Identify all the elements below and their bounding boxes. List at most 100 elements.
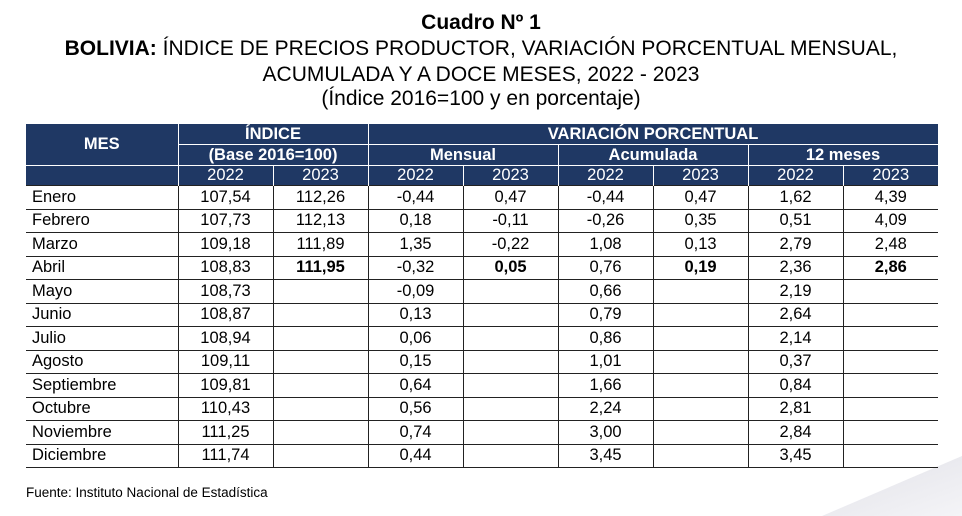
header-mensual: Mensual xyxy=(368,144,559,166)
table-row: Diciembre 111,74 0,44 3,45 3,45 xyxy=(26,444,939,468)
value-cell: 3,45 xyxy=(558,444,654,468)
value-cell xyxy=(273,303,369,327)
value-cell: 109,81 xyxy=(178,373,274,398)
header-variacion: VARIACIÓN PORCENTUAL xyxy=(368,124,939,145)
value-cell: 0,51 xyxy=(748,209,844,233)
value-cell: 108,83 xyxy=(178,256,274,280)
value-cell xyxy=(843,397,939,421)
table-number: Cuadro Nº 1 xyxy=(421,11,541,34)
value-cell xyxy=(463,326,559,351)
value-cell: 108,87 xyxy=(178,303,274,327)
table-row: Febrero 107,73 112,13 0,18 -0,11 -0,26 0,35 0,5… xyxy=(26,209,939,233)
value-cell: 107,73 xyxy=(178,209,274,233)
value-cell xyxy=(653,303,749,327)
value-cell xyxy=(653,444,749,468)
value-cell: 1,01 xyxy=(558,350,654,374)
value-cell: 2,81 xyxy=(748,397,844,421)
value-cell: 0,44 xyxy=(368,444,464,468)
value-cell: 0,66 xyxy=(558,279,654,304)
value-cell: 0,19 xyxy=(653,256,749,280)
header-doce-meses: 12 meses xyxy=(748,144,939,166)
header-acumulada: Acumulada xyxy=(558,144,749,166)
value-cell: 0,86 xyxy=(558,326,654,351)
header-year: 2022 xyxy=(748,165,844,186)
value-cell: 1,35 xyxy=(368,232,464,257)
value-cell xyxy=(463,420,559,445)
month-cell: Noviembre xyxy=(26,420,179,445)
value-cell xyxy=(463,397,559,421)
header-indice-base: (Base 2016=100) xyxy=(178,144,369,166)
value-cell: -0,44 xyxy=(558,185,654,210)
month-cell: Septiembre xyxy=(26,373,179,398)
value-cell: 107,54 xyxy=(178,185,274,210)
header-year: 2023 xyxy=(653,165,749,186)
table-row: Mayo 108,73 -0,09 0,66 2,19 xyxy=(26,279,939,304)
table-row: Abril 108,83 111,95 -0,32 0,05 0,76 0,19 2,36 2,… xyxy=(26,256,939,280)
value-cell xyxy=(273,326,369,351)
value-cell: 2,48 xyxy=(843,232,939,257)
value-cell: 111,95 xyxy=(273,256,369,280)
table-title-line-2: ACUMULADA Y A DOCE MESES, 2022 - 2023 xyxy=(262,63,700,86)
value-cell: 0,35 xyxy=(653,209,749,233)
value-cell xyxy=(843,373,939,398)
table-row: Octubre 110,43 0,56 2,24 2,81 xyxy=(26,397,939,421)
table-row: Enero 107,54 112,26 -0,44 0,47 -0,44 0,47 1,62 4… xyxy=(26,185,939,210)
table-row: Junio 108,87 0,13 0,79 2,64 xyxy=(26,303,939,327)
value-cell: 0,56 xyxy=(368,397,464,421)
value-cell: 0,15 xyxy=(368,350,464,374)
header-indice: ÍNDICE xyxy=(178,124,369,145)
value-cell: 0,79 xyxy=(558,303,654,327)
table-row: Septiembre 109,81 0,64 1,66 0,84 xyxy=(26,373,939,398)
value-cell: 0,06 xyxy=(368,326,464,351)
value-cell xyxy=(653,279,749,304)
value-cell: 2,14 xyxy=(748,326,844,351)
value-cell: 111,25 xyxy=(178,420,274,445)
value-cell xyxy=(273,420,369,445)
value-cell xyxy=(653,397,749,421)
value-cell: 2,86 xyxy=(843,256,939,280)
value-cell: 112,13 xyxy=(273,209,369,233)
month-cell: Julio xyxy=(26,326,179,351)
value-cell xyxy=(463,444,559,468)
value-cell xyxy=(463,303,559,327)
month-cell: Abril xyxy=(26,256,179,280)
table-body: Enero 107,54 112,26 -0,44 0,47 -0,44 0,47 1,62 4… xyxy=(26,185,939,468)
value-cell: -0,32 xyxy=(368,256,464,280)
value-cell: 111,74 xyxy=(178,444,274,468)
table-row: Noviembre 111,25 0,74 3,00 2,84 xyxy=(26,420,939,445)
value-cell: -0,09 xyxy=(368,279,464,304)
month-cell: Mayo xyxy=(26,279,179,304)
month-cell: Junio xyxy=(26,303,179,327)
value-cell: 0,84 xyxy=(748,373,844,398)
table-row: Marzo 109,18 111,89 1,35 -0,22 1,08 0,13 2,79 2,… xyxy=(26,232,939,257)
month-cell: Enero xyxy=(26,185,179,210)
value-cell xyxy=(843,350,939,374)
country-label: BOLIVIA: xyxy=(64,37,157,60)
table-title-block: Cuadro Nº 1 BOLIVIA: ÍNDICE DE PRECIOS P… xyxy=(0,10,962,110)
value-cell: 108,73 xyxy=(178,279,274,304)
table-title-rest: ÍNDICE DE PRECIOS PRODUCTOR, VARIACIÓN P… xyxy=(156,37,898,60)
header-year-blank xyxy=(26,165,179,186)
value-cell: 109,11 xyxy=(178,350,274,374)
header-year: 2023 xyxy=(273,165,369,186)
table-title-line: BOLIVIA: ÍNDICE DE PRECIOS PRODUCTOR, VA… xyxy=(0,36,962,62)
month-cell: Octubre xyxy=(26,397,179,421)
value-cell xyxy=(463,350,559,374)
value-cell: 0,05 xyxy=(463,256,559,280)
value-cell: 4,09 xyxy=(843,209,939,233)
value-cell: 2,79 xyxy=(748,232,844,257)
value-cell xyxy=(273,397,369,421)
table-subtitle: (Índice 2016=100 y en porcentaje) xyxy=(321,87,641,110)
value-cell: -0,22 xyxy=(463,232,559,257)
header-year: 2022 xyxy=(178,165,274,186)
value-cell xyxy=(653,350,749,374)
value-cell: 2,64 xyxy=(748,303,844,327)
value-cell xyxy=(463,279,559,304)
table-row: Agosto 109,11 0,15 1,01 0,37 xyxy=(26,350,939,374)
value-cell xyxy=(273,373,369,398)
value-cell xyxy=(273,279,369,304)
value-cell: 1,08 xyxy=(558,232,654,257)
value-cell: 2,36 xyxy=(748,256,844,280)
source-note: Fuente: Instituto Nacional de Estadístic… xyxy=(26,485,268,500)
value-cell xyxy=(843,303,939,327)
